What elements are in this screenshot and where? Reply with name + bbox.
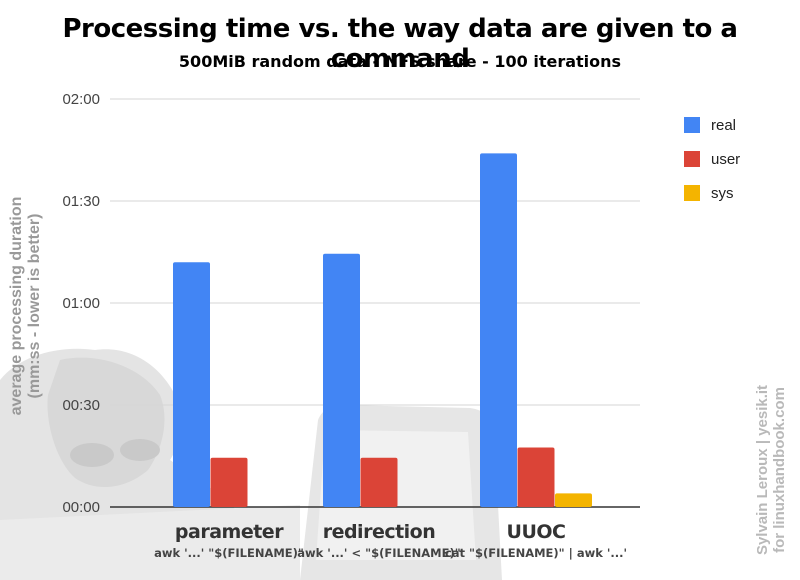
bar-real-redirection — [323, 253, 360, 507]
category-command-parameter: awk '...' "$(FILENAME)" — [154, 546, 304, 560]
category-command-UUOC: cat "$(FILENAME)" | awk '...' — [445, 546, 627, 560]
y-axis-label-line1: average processing duration — [8, 196, 25, 416]
legend-label-sys: sys — [711, 184, 734, 202]
y-tick-label: 00:30 — [62, 397, 100, 414]
legend-item-user: user — [684, 142, 740, 176]
y-tick-label: 02:00 — [62, 91, 100, 108]
category-label-parameter: parameter — [175, 521, 284, 543]
y-tick-label: 00:00 — [62, 499, 100, 516]
category-command-redirection: awk '...' < "$(FILENAME)" — [297, 546, 460, 560]
category-label-UUOC: UUOC — [507, 521, 566, 543]
bar-user-UUOC — [517, 447, 555, 507]
legend-swatch-sys — [684, 185, 700, 201]
bar-sys-UUOC — [555, 493, 592, 507]
y-axis-label: average processing duration (mm:ss - low… — [8, 197, 44, 416]
bar-real-parameter — [173, 262, 210, 507]
bar-chart: 00:00 00:30 01:00 01:30 02:00 parameter awk '… — [62, 91, 640, 560]
legend-label-user: user — [711, 150, 741, 168]
bar-real-UUOC — [480, 153, 517, 507]
legend-item-real: real — [684, 108, 740, 142]
chart-title: Processing time vs. the way data are giv… — [62, 14, 738, 74]
category-label-redirection: redirection — [323, 521, 436, 543]
legend-swatch-user — [684, 151, 700, 167]
bar-user-parameter — [210, 457, 248, 507]
author-credit: Sylvain Leroux | yesik.it for linuxhandb… — [754, 385, 788, 555]
legend-item-sys: sys — [684, 176, 740, 210]
y-tick-label: 01:30 — [62, 193, 100, 210]
author-credit-line1: Sylvain Leroux | yesik.it — [754, 384, 771, 556]
chart-legend: real user sys — [684, 108, 740, 210]
legend-swatch-real — [684, 117, 700, 133]
legend-label-real: real — [711, 116, 737, 134]
y-axis-label-line2: (mm:ss - lower is better) — [26, 213, 43, 399]
y-tick-label: 01:00 — [62, 295, 100, 312]
author-credit-line2: for linuxhandbook.com — [771, 387, 788, 553]
chart-subtitle: 500MiB random data - NFS share - 100 ite… — [178, 52, 622, 71]
bar-user-redirection — [360, 457, 398, 507]
